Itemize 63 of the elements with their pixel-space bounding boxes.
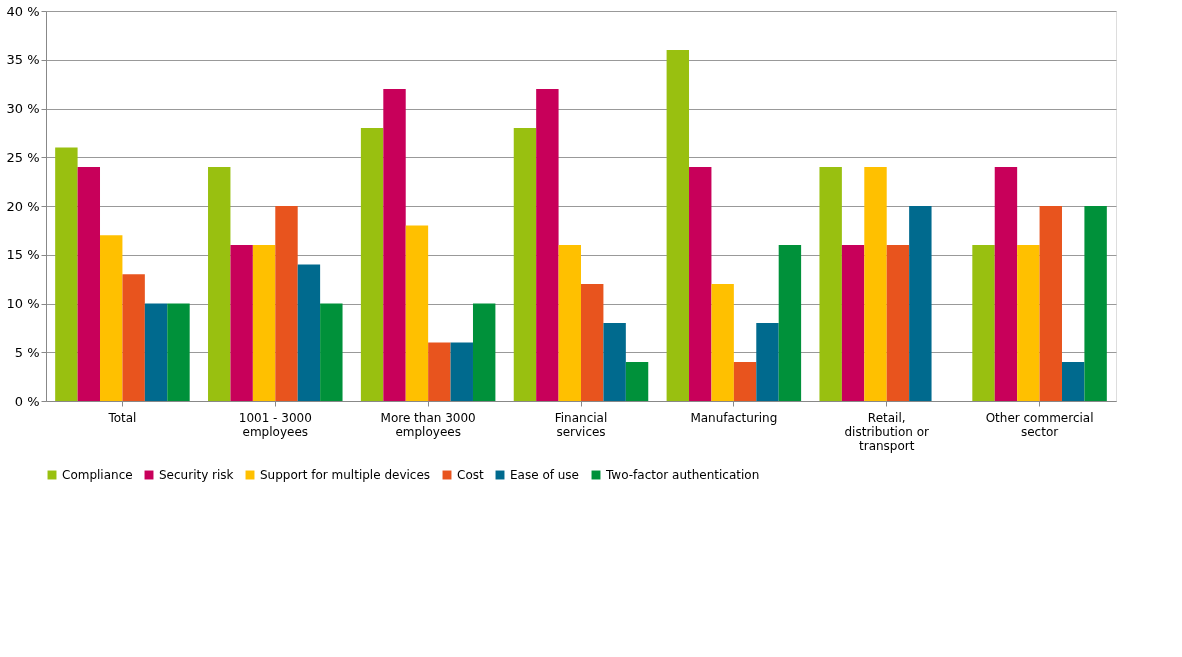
bar xyxy=(994,167,1018,401)
y-tick-label: 20 % xyxy=(6,198,40,214)
bar xyxy=(778,245,802,401)
bar xyxy=(909,206,932,401)
bar xyxy=(819,167,842,401)
legend-label: Ease of use xyxy=(510,468,580,482)
x-tick-label: Retail, distribution or transport xyxy=(844,410,930,453)
bar xyxy=(756,323,779,401)
legend-label: Security risk xyxy=(159,468,234,482)
bar xyxy=(320,303,343,401)
bar xyxy=(841,245,865,401)
legend-label: Cost xyxy=(457,468,484,482)
bar xyxy=(864,167,887,401)
bar xyxy=(513,128,537,401)
bar xyxy=(77,167,101,401)
bar xyxy=(122,274,145,401)
bar xyxy=(230,245,253,401)
y-tick-label: 30 % xyxy=(6,101,40,116)
bar xyxy=(275,206,298,401)
bar xyxy=(360,128,384,401)
x-tick-label: Financial services xyxy=(554,410,608,439)
y-tick-label: 40 % xyxy=(6,3,40,19)
bar xyxy=(886,245,910,401)
bar xyxy=(405,225,429,401)
legend-label: Two-factor authentication xyxy=(605,468,760,482)
bar xyxy=(55,147,78,401)
bar xyxy=(666,50,690,401)
bar xyxy=(711,284,734,401)
bar xyxy=(1084,206,1107,401)
x-tick-label: Total xyxy=(107,410,137,425)
bar xyxy=(581,284,604,401)
bar xyxy=(1017,245,1040,401)
x-tick-label: Other commercial sector xyxy=(985,410,1094,439)
y-tick-label: 15 % xyxy=(6,247,40,263)
legend-label: Compliance xyxy=(62,468,133,482)
bar xyxy=(536,89,559,401)
bar xyxy=(144,303,168,401)
y-tick-label: 5 % xyxy=(14,344,40,360)
bar xyxy=(297,264,321,401)
bar xyxy=(383,89,406,401)
bar xyxy=(558,245,581,401)
y-tick-label: 35 % xyxy=(6,52,40,68)
bar xyxy=(167,303,190,401)
legend-label: Support for multiple devices xyxy=(260,468,431,482)
bar xyxy=(100,235,123,401)
y-tick-label: 10 % xyxy=(6,296,40,311)
bar xyxy=(1039,206,1062,401)
bar xyxy=(472,303,496,401)
bar xyxy=(208,167,231,401)
bar xyxy=(603,323,626,401)
x-tick-label: More than 3000 employees xyxy=(380,410,476,439)
y-tick-label: 25 % xyxy=(6,149,40,165)
bar xyxy=(1061,362,1085,401)
bar xyxy=(252,245,276,401)
bar xyxy=(625,362,649,401)
x-tick-label: 1001 - 3000 employees xyxy=(238,410,312,439)
x-tick-label: Manufacturing xyxy=(690,410,778,425)
bar xyxy=(689,167,712,401)
y-tick-label: 0 % xyxy=(14,393,40,409)
bar xyxy=(972,245,995,401)
bar xyxy=(450,342,473,401)
bar xyxy=(428,342,451,401)
bar xyxy=(733,362,757,401)
